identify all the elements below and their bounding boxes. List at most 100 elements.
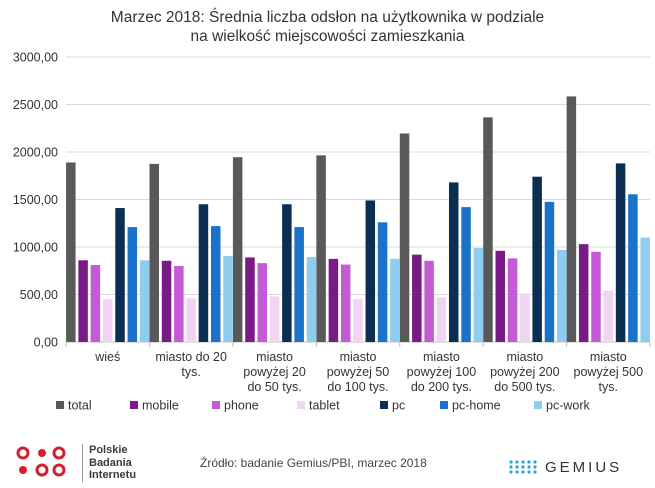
x-tick-label: powyżej 20 [243,365,306,379]
y-tick-label: 2500,00 [13,98,58,112]
x-tick-label: do 500 tys. [494,380,555,394]
x-tick-label: tys. [599,380,618,394]
bar-tablet [603,290,614,342]
x-tick-label: powyżej 500 [574,365,644,379]
bar-mobile [78,260,88,342]
bar-pc-work [223,256,233,342]
pbi-logo-line-2: Badania [89,456,132,469]
bar-pc [282,204,292,342]
chart-title-line-1: Marzec 2018: Średnia liczba odsłon na uż… [110,9,545,26]
bar-tablet [102,299,113,342]
bar-chart: 0,00 500,00 1000,00 1500,00 2000,00 2500,00 30… [13,51,651,413]
bar-phone [90,265,101,342]
bar-mobile [245,257,255,342]
bar-tablet [436,297,447,342]
bar-phone [174,266,184,342]
legend-label: phone [224,399,259,413]
x-tick-label: powyżej 100 [407,365,477,379]
x-tick-label: do 200 tys. [411,380,472,394]
legend-swatch [212,401,220,409]
bar-phone [591,251,601,342]
bar-mobile [495,250,506,342]
x-tick-label: do 50 tys. [247,380,301,394]
x-tick-label: miasto do 20 [155,350,227,364]
pbi-logo-line-1: Polskie [89,444,128,456]
bar-pc [115,208,125,342]
legend-label: pc-home [452,399,501,413]
bar-total [149,163,159,342]
bar-tablet [186,298,196,342]
y-tick-label: 1000,00 [13,241,58,255]
bar-phone [424,260,434,342]
x-tick-label: powyżej 200 [490,365,560,379]
bar-phone [507,258,518,342]
x-tick-label: miasto [340,350,377,364]
bar-pc-home [127,227,138,342]
y-tick-label: 1500,00 [13,193,58,207]
legend-label: pc [392,399,405,413]
bar-pc-home [461,207,471,342]
chart-title-line-2: na wielkość miejscowości zamieszkania [190,28,465,45]
pbi-logo-line-3: Internetu [89,469,137,481]
bar-pc [365,200,376,342]
pbi-logo-text: Polskie Badania Internetu [82,444,136,482]
legend-label: tablet [309,399,340,413]
bar-pc-work [390,258,400,342]
x-tick-label: miasto [506,350,543,364]
bar-pc-work [306,256,317,342]
x-tick-label: do 100 tys. [327,380,388,394]
bar-pc-work [640,237,650,342]
bar-mobile [161,260,172,342]
bar-mobile [412,254,422,342]
bar-tablet [520,293,530,342]
bar-pc-work [139,260,150,342]
y-tick-label: 0,00 [34,336,58,350]
bar-total [232,157,243,342]
y-tick-label: 500,00 [20,288,58,302]
bar-total [399,133,410,342]
legend-swatch [297,401,305,409]
x-tick-label: powyżej 50 [327,365,390,379]
gemius-dots-icon [509,460,537,474]
legend-label: pc-work [546,399,591,413]
bar-pc-work [473,247,484,342]
x-tick-label: miasto [423,350,460,364]
legend-swatch [534,401,542,409]
legend-swatch [440,401,448,409]
bar-pc-home [544,201,555,342]
source-note: Źródło: badanie Gemius/PBI, marzec 2018 [200,456,427,470]
y-tick-label: 2000,00 [13,146,58,160]
legend-swatch [130,401,138,409]
bar-total [566,96,577,342]
bar-pc [198,204,209,342]
legend-label: total [68,399,92,413]
bar-total [483,117,493,342]
gemius-wordmark: GEMIUS [545,458,623,476]
bar-pc [532,176,542,342]
x-tick-label: tys. [181,365,200,379]
bar-total [66,162,76,342]
bar-pc [615,163,626,342]
bar-pc [448,182,459,342]
y-tick-label: 3000,00 [13,51,58,65]
bar-total [316,155,326,342]
bar-pc-home [628,194,638,342]
bar-pc-home [210,226,221,342]
pbi-logo-icon [16,446,66,477]
bar-pc-work [557,249,567,342]
bar-tablet [353,299,363,342]
bar-phone [340,264,351,342]
legend-label: mobile [142,399,179,413]
bar-pc-home [294,227,304,342]
legend-swatch [56,401,64,409]
gemius-logo: GEMIUS [508,456,622,478]
chart-title: Marzec 2018: Średnia liczba odsłon na uż… [60,8,595,46]
bar-mobile [328,258,339,342]
x-tick-label: wieś [94,350,120,364]
bar-pc-home [377,222,388,342]
x-tick-label: miasto [256,350,293,364]
bar-phone [257,263,268,342]
legend-swatch [380,401,388,409]
x-tick-label: miasto [590,350,627,364]
bar-tablet [269,296,280,342]
